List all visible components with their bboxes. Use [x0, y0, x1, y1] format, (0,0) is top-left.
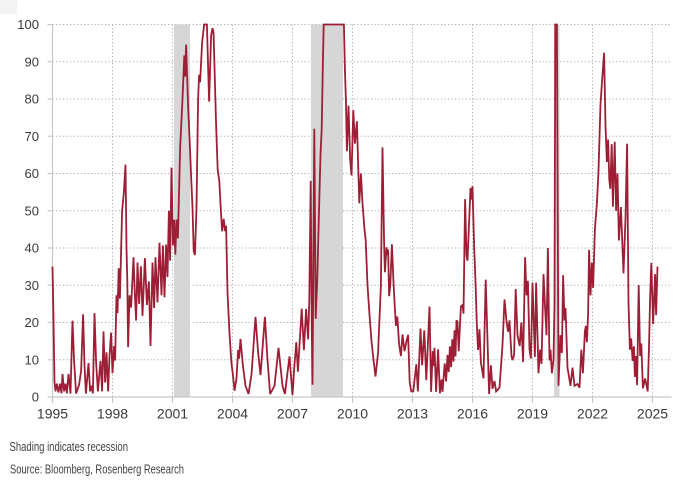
svg-text:1995: 1995	[37, 406, 68, 422]
svg-text:90: 90	[25, 54, 39, 69]
svg-text:Source: Bloomberg, Rosenberg R: Source: Bloomberg, Rosenberg Research	[10, 463, 184, 477]
svg-text:40: 40	[25, 241, 39, 256]
svg-text:2004: 2004	[217, 406, 248, 422]
svg-text:2013: 2013	[397, 406, 428, 422]
svg-text:10: 10	[25, 352, 39, 367]
svg-text:1998: 1998	[97, 406, 128, 422]
svg-text:2007: 2007	[277, 406, 308, 422]
svg-text:70: 70	[25, 129, 39, 144]
svg-text:Shading indicates recession: Shading indicates recession	[10, 440, 129, 454]
svg-text:2010: 2010	[337, 406, 368, 422]
svg-text:30: 30	[25, 278, 39, 293]
svg-text:100: 100	[17, 17, 39, 32]
svg-text:2019: 2019	[517, 406, 548, 422]
svg-text:2001: 2001	[157, 406, 188, 422]
svg-text:20: 20	[25, 315, 39, 330]
svg-text:50: 50	[25, 203, 39, 218]
svg-text:2025: 2025	[637, 406, 668, 422]
svg-text:80: 80	[25, 92, 39, 107]
svg-text:60: 60	[25, 166, 39, 181]
svg-text:2016: 2016	[457, 406, 488, 422]
svg-text:2022: 2022	[577, 406, 608, 422]
svg-text:0: 0	[32, 390, 39, 405]
